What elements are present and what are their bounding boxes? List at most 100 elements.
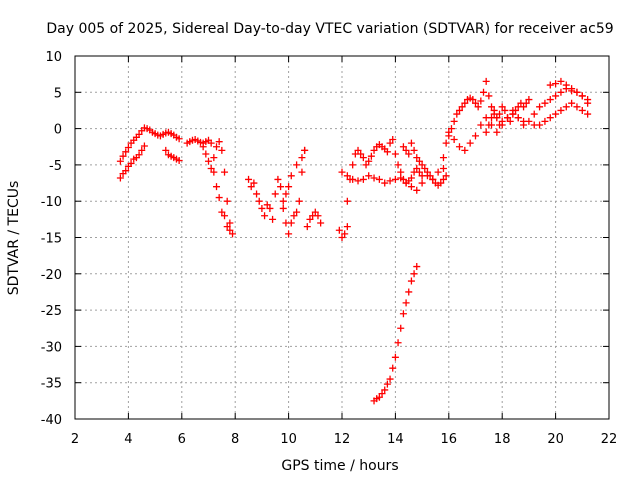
data-point-marker — [573, 103, 581, 111]
y-tick-label: -5 — [49, 159, 62, 174]
y-tick-label: 10 — [45, 50, 62, 65]
data-point-marker — [485, 121, 493, 129]
data-point-marker — [472, 132, 479, 140]
data-point-marker — [205, 157, 212, 165]
data-point-marker — [218, 146, 226, 154]
data-point-marker — [293, 161, 301, 169]
data-point-marker — [359, 175, 367, 183]
data-point-marker — [546, 114, 554, 122]
data-point-marker — [541, 99, 549, 107]
data-point-marker — [439, 175, 447, 183]
data-point-marker — [279, 197, 287, 205]
y-tick-label: -15 — [41, 232, 62, 247]
data-point-marker — [266, 204, 274, 212]
data-point-marker — [391, 150, 399, 158]
data-point-marker — [229, 230, 237, 238]
x-tick-label: 2 — [71, 432, 79, 447]
data-point-marker — [346, 175, 354, 183]
data-point-marker — [119, 152, 127, 160]
x-tick-label: 16 — [441, 432, 458, 447]
data-point-marker — [455, 143, 463, 151]
data-point-marker — [343, 223, 351, 231]
data-point-marker — [207, 165, 215, 173]
data-point-marker — [287, 172, 295, 180]
data-point-marker — [116, 174, 124, 182]
x-tick-label: 20 — [547, 432, 564, 447]
data-point-marker — [458, 103, 466, 111]
data-point-marker — [546, 96, 554, 104]
data-point-marker — [311, 208, 319, 216]
data-point-marker — [410, 146, 418, 154]
data-point-marker — [439, 154, 447, 162]
data-point-marker — [365, 157, 373, 165]
data-point-marker — [221, 212, 229, 220]
data-point-marker — [584, 99, 592, 107]
data-point-marker — [418, 172, 426, 180]
data-point-marker — [301, 146, 309, 154]
data-point-marker — [343, 172, 351, 180]
data-point-marker — [426, 172, 434, 180]
data-point-marker — [514, 114, 522, 122]
data-point-marker — [285, 230, 293, 238]
data-point-marker — [391, 175, 399, 183]
data-point-marker — [354, 146, 362, 154]
data-point-marker — [399, 143, 407, 151]
chart-title: Day 005 of 2025, Sidereal Day-to-day VTE… — [46, 21, 613, 37]
data-point-marker — [210, 154, 218, 162]
data-point-marker — [394, 161, 402, 169]
data-point-marker — [488, 103, 496, 111]
data-point-marker — [269, 215, 277, 223]
data-point-marker — [413, 165, 421, 173]
data-point-marker — [447, 125, 455, 133]
data-point-marker — [127, 159, 135, 167]
data-point-marker — [226, 219, 234, 227]
data-point-marker — [405, 288, 413, 296]
data-point-marker — [116, 157, 124, 165]
y-axis-ticks: -40 -35 -30 -25 -20 -15 -10 -5 0 5 10 — [41, 50, 609, 428]
data-point-marker — [474, 103, 482, 111]
data-point-marker — [210, 168, 218, 176]
data-point-marker — [381, 179, 389, 187]
data-point-marker — [207, 139, 215, 147]
data-point-marker — [394, 339, 402, 347]
data-point-marker — [429, 175, 437, 183]
data-point-marker — [557, 88, 565, 96]
data-point-marker — [584, 110, 592, 118]
data-point-marker — [552, 92, 560, 100]
data-point-marker — [202, 150, 210, 158]
data-point-marker — [405, 150, 413, 158]
data-point-marker — [490, 106, 498, 114]
data-point-marker — [407, 277, 415, 285]
x-tick-label: 18 — [494, 432, 511, 447]
x-tick-label: 4 — [124, 432, 132, 447]
data-point-marker — [536, 121, 544, 129]
data-point-marker — [407, 174, 415, 182]
data-point-marker — [469, 96, 477, 104]
data-point-marker — [552, 110, 560, 118]
data-point-marker — [413, 186, 421, 194]
data-point-marker — [370, 146, 378, 154]
data-point-marker — [461, 99, 469, 107]
data-point-marker — [122, 167, 130, 175]
data-point-marker — [415, 157, 423, 165]
data-point-marker — [354, 177, 362, 185]
x-axis-label: GPS time / hours — [281, 458, 398, 474]
data-point-marker — [162, 146, 170, 154]
data-point-marker — [509, 110, 517, 118]
data-point-marker — [175, 157, 183, 165]
data-point-marker — [407, 139, 415, 147]
data-point-marker — [375, 175, 383, 183]
data-point-marker — [568, 99, 576, 107]
data-point-marker — [439, 165, 447, 173]
y-tick-label: -10 — [41, 195, 62, 210]
data-point-marker — [378, 390, 386, 398]
data-point-marker — [501, 106, 509, 114]
x-tick-label: 14 — [387, 432, 404, 447]
data-point-marker — [221, 168, 229, 176]
y-tick-label: -40 — [41, 413, 62, 428]
data-point-marker — [274, 175, 282, 183]
data-point-marker — [482, 128, 490, 136]
data-point-marker — [253, 190, 261, 198]
data-point-marker — [415, 168, 423, 176]
data-point-marker — [367, 152, 375, 160]
